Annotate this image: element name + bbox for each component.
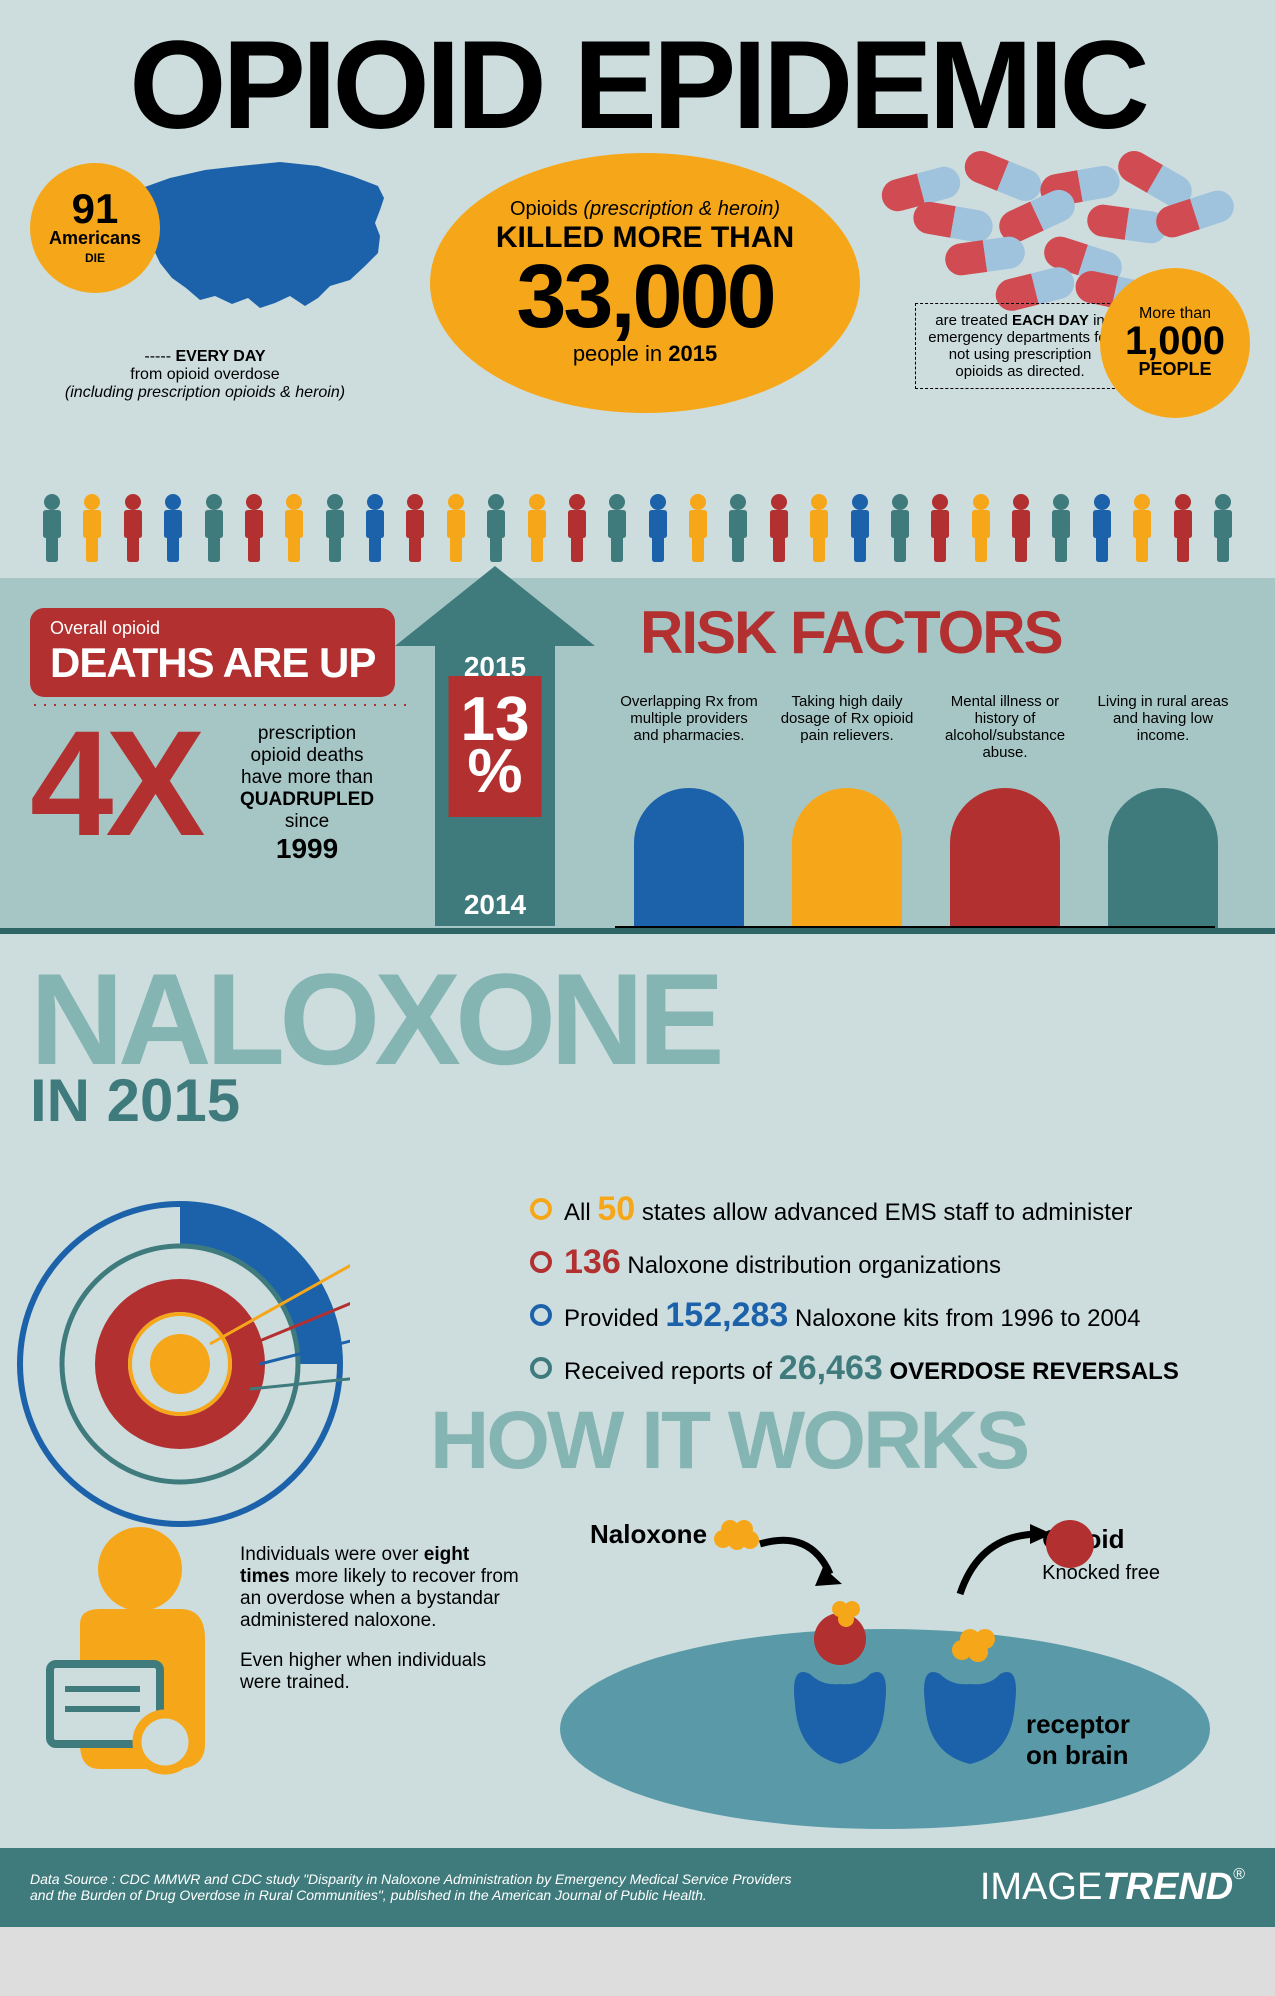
person-icon	[802, 493, 836, 563]
arrow-13pct: 2015 2014 13%	[395, 566, 595, 936]
person-icon	[721, 493, 755, 563]
pill-icon	[943, 234, 1027, 277]
stat-1000-block: are treated EACH DAY in emergency depart…	[875, 158, 1245, 308]
risk-factor-item: Mental illness or history of alcohol/sub…	[936, 693, 1074, 928]
person-icon	[883, 493, 917, 563]
person-icon	[600, 493, 634, 563]
person-icon	[277, 493, 311, 563]
people-row-icon	[30, 493, 1245, 563]
stat-91-sub: DIE	[30, 251, 160, 265]
risk-factors-list: Overlapping Rx from multiple providers a…	[620, 693, 1232, 928]
center-line1: Opioids (prescription & heroin)	[510, 198, 780, 221]
deaths-risk-band: Overall opioid DEATHS ARE UP 4X prescrip…	[0, 578, 1275, 928]
quadrupled-text: prescriptionopioid deathshave more thanQ…	[240, 723, 374, 865]
fact-dot-icon	[530, 1198, 552, 1220]
top-stats-row: 91 Americans DIE ----- EVERY DAY from op…	[30, 168, 1245, 488]
person-icon	[439, 493, 473, 563]
person-icon	[237, 493, 271, 563]
fact-dot-icon	[530, 1251, 552, 1273]
naloxone-section: NALOXONE IN 2015 All 50 states allow adv…	[0, 928, 1275, 1848]
footer-source: Data Source : CDC MMWR and CDC study "Di…	[30, 1871, 810, 1903]
risk-factor-item: Taking high daily dosage of Rx opioid pa…	[778, 693, 916, 928]
fact-dot-icon	[530, 1357, 552, 1379]
person-icon	[923, 493, 957, 563]
deaths-up-badge: Overall opioid DEATHS ARE UP	[30, 608, 395, 697]
person-icon	[843, 493, 877, 563]
four-x-stat: 4X	[30, 708, 197, 858]
person-icon	[116, 493, 150, 563]
stat-91-number: 91	[30, 190, 160, 228]
stat-1000-circle: More than 1,000 PEOPLE	[1100, 268, 1250, 418]
stat-1000-note: are treated EACH DAY in emergency depart…	[915, 303, 1125, 389]
person-icon	[1085, 493, 1119, 563]
receptor-diagram: Naloxone OpioidKnocked free receptoron b…	[540, 1514, 1220, 1804]
how-it-works-title: HOW IT WORKS	[430, 1394, 1027, 1488]
target-rings-icon	[10, 1194, 350, 1534]
stat-33000-oval: Opioids (prescription & heroin) KILLED M…	[430, 153, 860, 413]
risk-factors-title: RISK FACTORS	[640, 598, 1062, 667]
trained-person-icon	[30, 1524, 230, 1784]
naloxone-facts-list: All 50 states allow advanced EMS staff t…	[530, 1190, 1179, 1402]
center-line3: people in 2015	[573, 341, 717, 367]
risk-factor-item: Overlapping Rx from multiple providers a…	[620, 693, 758, 928]
center-big-number: 33,000	[516, 255, 773, 341]
stat-91-circle: 91 Americans DIE	[30, 163, 160, 293]
person-icon	[1125, 493, 1159, 563]
infographic-page: OPIOID EPIDEMIC 91 Americans DIE ----- E…	[0, 0, 1275, 1927]
fact-dot-icon	[530, 1304, 552, 1326]
person-icon	[35, 493, 69, 563]
footer-bar: Data Source : CDC MMWR and CDC study "Di…	[0, 1848, 1275, 1927]
naloxone-fact: All 50 states allow advanced EMS staff t…	[530, 1190, 1179, 1229]
naloxone-fact: 136 Naloxone distribution organizations	[530, 1243, 1179, 1282]
arrow-head-icon	[395, 566, 595, 646]
stat-91-label: Americans	[30, 228, 160, 249]
naloxone-fact: Received reports of 26,463 OVERDOSE REVE…	[530, 1349, 1179, 1388]
person-icon	[197, 493, 231, 563]
person-icon	[75, 493, 109, 563]
person-icon	[358, 493, 392, 563]
person-icon	[398, 493, 432, 563]
person-icon	[762, 493, 796, 563]
person-icon	[1044, 493, 1078, 563]
person-icon	[964, 493, 998, 563]
person-icon	[1004, 493, 1038, 563]
stat-91-note: ----- EVERY DAY from opioid overdose (in…	[40, 348, 370, 402]
risk-bar-icon	[792, 788, 902, 928]
risk-bar-icon	[950, 788, 1060, 928]
arrow-pct-badge: 13%	[449, 676, 542, 817]
main-title: OPIOID EPIDEMIC	[30, 30, 1245, 143]
person-icon	[560, 493, 594, 563]
person-icon	[156, 493, 190, 563]
pill-icon	[911, 199, 995, 244]
risk-bar-icon	[634, 788, 744, 928]
person-icon	[479, 493, 513, 563]
risk-factor-item: Living in rural areas and having low inc…	[1094, 693, 1232, 928]
person-icon	[681, 493, 715, 563]
us-map-icon	[130, 148, 390, 318]
person-icon	[520, 493, 554, 563]
naloxone-fact: Provided 152,283 Naloxone kits from 1996…	[530, 1296, 1179, 1335]
person-icon	[1206, 493, 1240, 563]
how-it-works-text: Individuals were over eight times more l…	[240, 1544, 520, 1712]
person-icon	[641, 493, 675, 563]
person-icon	[1166, 493, 1200, 563]
risk-bar-icon	[1108, 788, 1218, 928]
person-icon	[318, 493, 352, 563]
footer-brand: IMAGETREND®	[980, 1866, 1245, 1909]
naloxone-title: NALOXONE	[30, 964, 1245, 1075]
receptor-svg-icon	[540, 1514, 1220, 1804]
